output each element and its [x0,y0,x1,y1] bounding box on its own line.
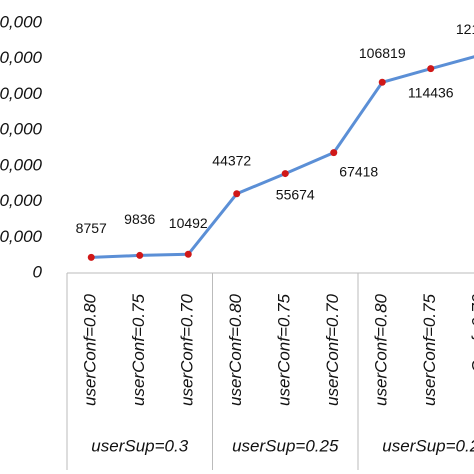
data-label: 9836 [124,211,155,227]
x-tick-label: userConf=0.75 [275,293,294,406]
y-tick-label: 0 [33,262,43,281]
data-label: 67418 [339,163,378,179]
data-label: 10492 [169,215,208,231]
marker [233,190,241,198]
group-label: userSup=0.25 [232,436,339,455]
marker [87,253,95,261]
x-tick-label: userConf=0.80 [226,293,245,406]
data-label: 114436 [408,84,454,100]
data-label: 55674 [276,186,315,202]
x-tick-label: userConf=0.80 [372,293,391,406]
marker [330,149,338,157]
data-label: 121900 [456,21,474,37]
x-tick-label: userConf=0.70 [178,293,197,406]
marker [184,250,192,258]
x-tick-label: userConf=0.70 [469,293,474,406]
y-tick-label: 80,000 [0,120,43,139]
marker [281,170,289,178]
x-tick-label: userConf=0.75 [420,293,439,406]
x-tick-label: userConf=0.80 [81,293,100,406]
y-tick-label: 120,000 [0,48,43,67]
group-label: userSup=0.3 [91,436,188,455]
x-tick-label: userConf=0.70 [323,293,342,406]
marker [136,251,144,259]
y-tick-label: 140,000 [0,12,43,31]
group-label: userSup=0.2 [382,436,474,455]
data-label: 44372 [212,152,251,168]
marker [378,78,386,86]
y-tick-label: 100,000 [0,84,43,103]
x-tick-label: userConf=0.75 [129,293,148,406]
y-tick-label: 20,000 [0,227,43,246]
y-tick-label: 40,000 [0,191,43,210]
marker [427,65,435,73]
data-label: 8757 [76,220,107,236]
y-tick-label: 60,000 [0,155,43,174]
data-label: 106819 [359,45,406,61]
